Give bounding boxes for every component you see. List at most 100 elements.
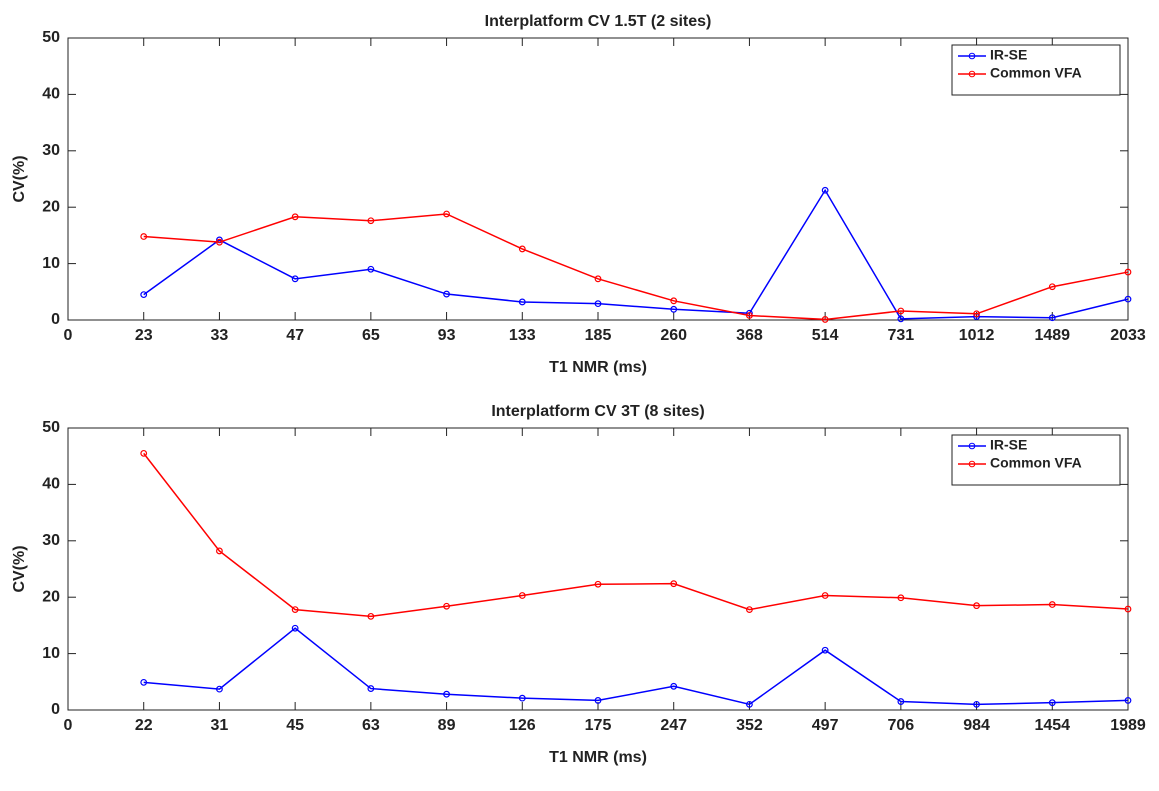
legend-box [951, 434, 1121, 486]
x-tick-label: 706 [888, 717, 915, 734]
data-point [291, 213, 299, 221]
series-line [143, 627, 1129, 706]
x-tick-label: 352 [736, 717, 763, 734]
y-tick-label: 50 [42, 29, 60, 46]
x-tick-label: 175 [585, 717, 612, 734]
x-tick-label: 984 [963, 717, 990, 734]
data-point [1124, 268, 1132, 276]
data-point [140, 678, 148, 686]
x-tick-label: 2033 [1110, 327, 1146, 344]
y-tick-label: 30 [42, 532, 60, 549]
x-tick-label: 1989 [1110, 717, 1146, 734]
data-point [291, 624, 299, 632]
x-tick-label: 45 [286, 717, 304, 734]
x-axis-label: T1 NMR (ms) [549, 749, 647, 766]
y-tick-label: 30 [42, 142, 60, 159]
data-point [140, 233, 148, 240]
legend-marker [968, 460, 976, 468]
data-point [443, 602, 450, 610]
legend: IR-SE Common VFA [951, 434, 1121, 486]
legend-marker [968, 52, 976, 60]
x-tick-label: 1012 [959, 327, 995, 344]
data-point [216, 547, 223, 555]
y-tick-label: 10 [42, 255, 60, 272]
data-point [973, 602, 980, 610]
data-point [821, 316, 829, 323]
data-point [821, 186, 829, 194]
y-tick-label: 40 [42, 86, 60, 103]
x-tick-label: 260 [660, 327, 687, 344]
x-tick-label: 0 [64, 327, 73, 344]
data-point [670, 682, 678, 690]
chart-title: Interplatform CV 1.5T (2 sites) [485, 13, 712, 30]
x-tick-label: 514 [812, 327, 839, 344]
data-point [897, 307, 905, 315]
data-point [897, 594, 905, 602]
x-tick-label: 65 [362, 327, 380, 344]
data-point [594, 697, 602, 704]
chart: Interplatform CV 3T (8 sites) T1 NMR (ms)… [11, 403, 1146, 766]
series-line [143, 188, 1129, 320]
legend-box [951, 44, 1121, 96]
data-point [594, 300, 602, 308]
data-point [1124, 295, 1132, 303]
x-tick-label: 497 [812, 717, 839, 734]
data-point [216, 685, 223, 693]
legend-label: IR-SE [990, 437, 1027, 453]
x-tick-label: 63 [362, 717, 380, 734]
data-point [518, 245, 526, 253]
data-point [746, 700, 753, 708]
data-point [746, 606, 753, 614]
x-tick-label: 126 [509, 717, 536, 734]
legend-label: Common VFA [990, 65, 1082, 81]
y-tick-label: 0 [51, 311, 60, 328]
legend-marker [968, 70, 976, 78]
legend-marker [968, 442, 976, 450]
data-point [670, 297, 678, 305]
x-tick-label: 247 [660, 717, 687, 734]
data-point [594, 275, 602, 283]
data-point [518, 298, 526, 306]
y-tick-label: 10 [42, 645, 60, 662]
data-point [670, 305, 678, 313]
data-point [140, 449, 148, 457]
y-tick-label: 20 [42, 588, 60, 605]
data-point [1048, 283, 1056, 291]
data-point [367, 265, 375, 273]
x-tick-label: 0 [64, 717, 73, 734]
x-tick-label: 1454 [1034, 717, 1070, 734]
y-axis-label: CV(%) [11, 545, 28, 592]
data-point [1048, 699, 1056, 707]
x-tick-label: 185 [585, 327, 612, 344]
data-point [897, 698, 905, 705]
data-point [1124, 605, 1132, 613]
x-tick-label: 22 [135, 717, 153, 734]
x-tick-label: 731 [888, 327, 915, 344]
data-point [973, 310, 980, 318]
y-tick-label: 50 [42, 419, 60, 436]
data-point [443, 210, 450, 218]
chart-title: Interplatform CV 3T (8 sites) [491, 403, 704, 420]
x-tick-label: 368 [736, 327, 763, 344]
legend-label: IR-SE [990, 47, 1027, 63]
data-point [594, 580, 602, 588]
data-point [1124, 697, 1132, 704]
y-axis-label: CV(%) [11, 155, 28, 202]
data-point [1048, 601, 1056, 608]
data-point [973, 700, 980, 708]
data-point [140, 291, 148, 299]
data-point [1048, 314, 1056, 322]
data-point [216, 238, 223, 246]
x-tick-label: 47 [286, 327, 304, 344]
data-point [518, 694, 526, 702]
data-point [821, 646, 829, 654]
data-point [367, 612, 375, 620]
x-tick-label: 133 [509, 327, 536, 344]
data-point [518, 592, 526, 599]
data-point [367, 217, 375, 225]
series-line [143, 452, 1129, 618]
y-tick-label: 0 [51, 701, 60, 718]
x-tick-label: 1489 [1034, 327, 1070, 344]
data-point [367, 685, 375, 692]
